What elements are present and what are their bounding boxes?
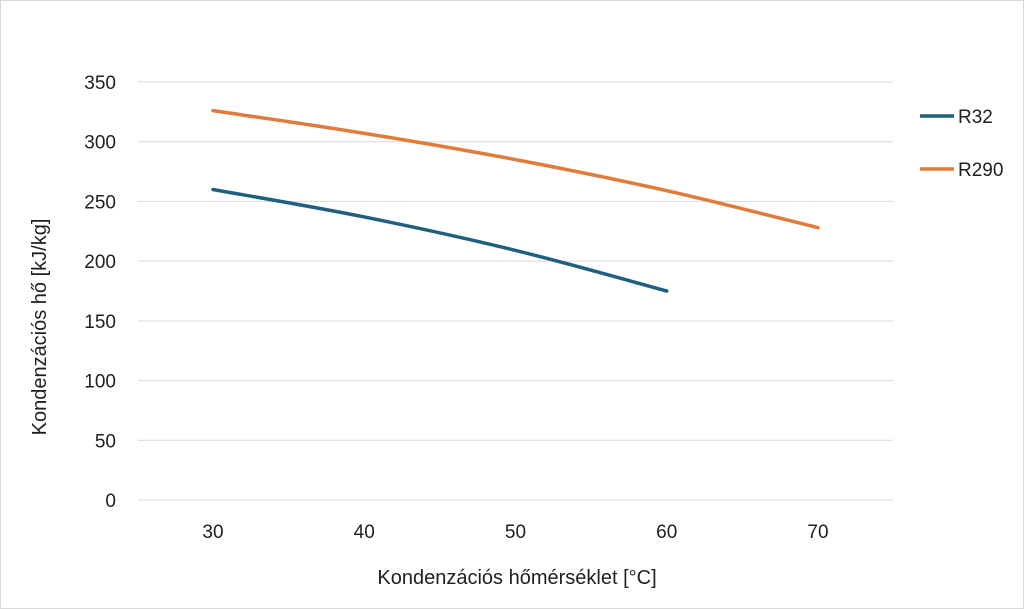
y-tick-label: 150 [84,312,116,333]
y-tick-label: 250 [84,192,116,213]
x-tick-label: 40 [354,522,375,543]
x-tick-label: 30 [202,522,223,543]
y-tick-label: 50 [95,431,116,452]
x-tick-label: 60 [656,522,677,543]
x-axis-title: Kondenzációs hőmérséklet [°C] [377,567,656,589]
y-tick-label: 350 [84,73,116,94]
y-axis-title: Kondenzációs hő [kJ/kg] [29,219,51,436]
y-tick-label: 100 [84,372,116,393]
x-tick-label: 70 [807,522,828,543]
series-lines [211,108,820,293]
y-axis-ticks: 0 50 100 150 200 250 300 350 [84,73,116,512]
x-axis-ticks: 30 40 50 60 70 [202,522,828,543]
series-line-r290 [211,108,820,230]
legend-label-r290: R290 [958,160,1003,181]
gridlines [138,81,893,501]
series-line-r32 [211,187,669,293]
y-tick-label: 0 [105,491,116,512]
y-tick-label: 300 [84,133,116,154]
y-tick-label: 200 [84,252,116,273]
legend: R32 R290 [920,107,1003,181]
x-tick-label: 50 [505,522,526,543]
legend-label-r32: R32 [958,107,993,128]
